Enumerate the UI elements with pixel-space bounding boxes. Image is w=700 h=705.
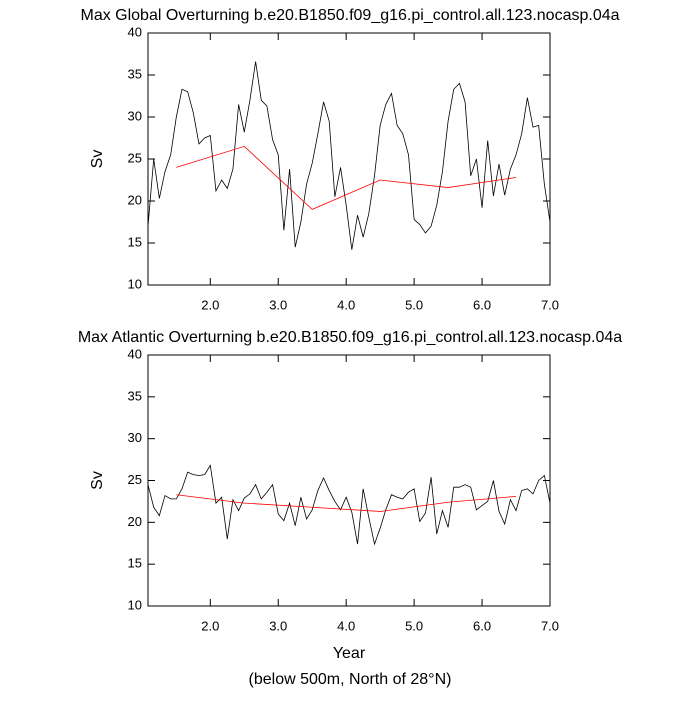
- y-axis-label: Sv: [89, 471, 106, 490]
- x-tick-label: 3.0: [269, 297, 287, 312]
- y-tick-label: 25: [128, 150, 142, 165]
- y-tick-label: 40: [128, 346, 142, 361]
- data-line: [176, 145, 517, 210]
- y-tick-label: 10: [128, 276, 142, 291]
- y-tick-label: 25: [128, 472, 142, 487]
- y-tick-label: 20: [128, 192, 142, 207]
- chart-title: Max Global Overturning b.e20.B1850.f09_g…: [80, 7, 619, 24]
- plot-frame: [147, 354, 551, 607]
- x-tick-label: 3.0: [269, 618, 287, 633]
- y-tick-label: 35: [128, 388, 142, 403]
- data-line: [147, 464, 551, 546]
- y-tick-label: 40: [128, 24, 142, 39]
- data-line: [147, 61, 551, 250]
- x-tick-label: 6.0: [473, 297, 491, 312]
- footnote: (below 500m, North of 28°N): [249, 671, 452, 688]
- y-tick-label: 10: [128, 597, 142, 612]
- plot-frame: [147, 32, 551, 286]
- x-tick-label: 5.0: [405, 297, 423, 312]
- x-tick-label: 7.0: [541, 618, 559, 633]
- x-tick-label: 4.0: [337, 618, 355, 633]
- x-tick-label: 4.0: [337, 297, 355, 312]
- y-tick-label: 35: [128, 66, 142, 81]
- y-tick-label: 15: [128, 234, 142, 249]
- y-tick-label: 30: [128, 430, 142, 445]
- x-tick-label: 2.0: [201, 297, 219, 312]
- x-tick-label: 6.0: [473, 618, 491, 633]
- x-tick-label: 5.0: [405, 618, 423, 633]
- data-line: [176, 494, 517, 512]
- y-tick-label: 20: [128, 514, 142, 529]
- y-tick-label: 30: [128, 108, 142, 123]
- x-tick-label: 7.0: [541, 297, 559, 312]
- y-tick-label: 15: [128, 556, 142, 571]
- y-axis-label: Sv: [89, 150, 106, 169]
- x-axis-label: Year: [333, 645, 366, 662]
- chart-title: Max Atlantic Overturning b.e20.B1850.f09…: [78, 329, 622, 346]
- x-tick-label: 2.0: [201, 618, 219, 633]
